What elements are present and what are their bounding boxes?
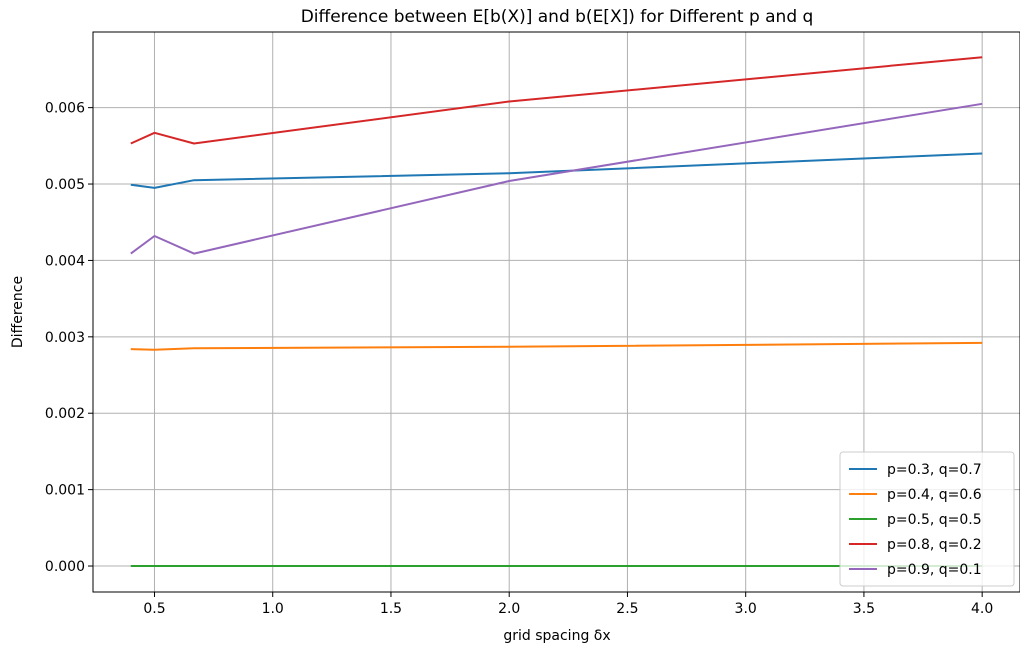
y-tick-label: 0.001	[45, 483, 85, 499]
legend: p=0.3, q=0.7 p=0.4, q=0.6 p=0.5, q=0.5 p=0.…	[839, 451, 1015, 587]
x-axis: 0.5 1.0 1.5 2.0 2.5 3.0 3.5 4.0	[143, 592, 993, 617]
series-line-2	[130, 341, 983, 351]
x-tick-label: 1.5	[380, 601, 402, 617]
x-axis-label: grid spacing δx	[503, 628, 610, 644]
y-tick-label: 0.005	[45, 177, 85, 193]
series-line-5	[130, 102, 983, 255]
y-tick-label: 0.002	[45, 406, 85, 422]
x-tick-label: 3.0	[735, 601, 757, 617]
y-axis-label: Difference	[10, 276, 26, 348]
plot-frame	[92, 31, 1020, 593]
legend-label: p=0.5, q=0.5	[887, 512, 982, 528]
series-layer	[130, 56, 983, 567]
y-tick-label: 0.000	[45, 559, 85, 575]
series-line-4	[130, 56, 983, 145]
legend-label: p=0.9, q=0.1	[887, 562, 982, 578]
legend-label: p=0.4, q=0.6	[887, 487, 982, 503]
series-line-1	[130, 152, 983, 189]
x-tick-label: 2.0	[498, 601, 520, 617]
y-tick-label: 0.006	[45, 101, 85, 117]
x-tick-label: 1.0	[262, 601, 284, 617]
y-tick-label: 0.003	[45, 330, 85, 346]
chart-title: Difference between E[b(X)] and b(E[X]) f…	[301, 7, 814, 27]
x-tick-label: 4.0	[971, 601, 993, 617]
legend-label: p=0.3, q=0.7	[887, 462, 982, 478]
x-tick-label: 3.5	[853, 601, 875, 617]
legend-box	[839, 451, 1015, 587]
x-tick-label: 0.5	[143, 601, 165, 617]
x-tick-label: 2.5	[616, 601, 638, 617]
y-axis: 0.000 0.001 0.002 0.003 0.004 0.005 0.006	[45, 101, 93, 575]
legend-label: p=0.8, q=0.2	[887, 537, 982, 553]
y-tick-label: 0.004	[45, 253, 85, 269]
